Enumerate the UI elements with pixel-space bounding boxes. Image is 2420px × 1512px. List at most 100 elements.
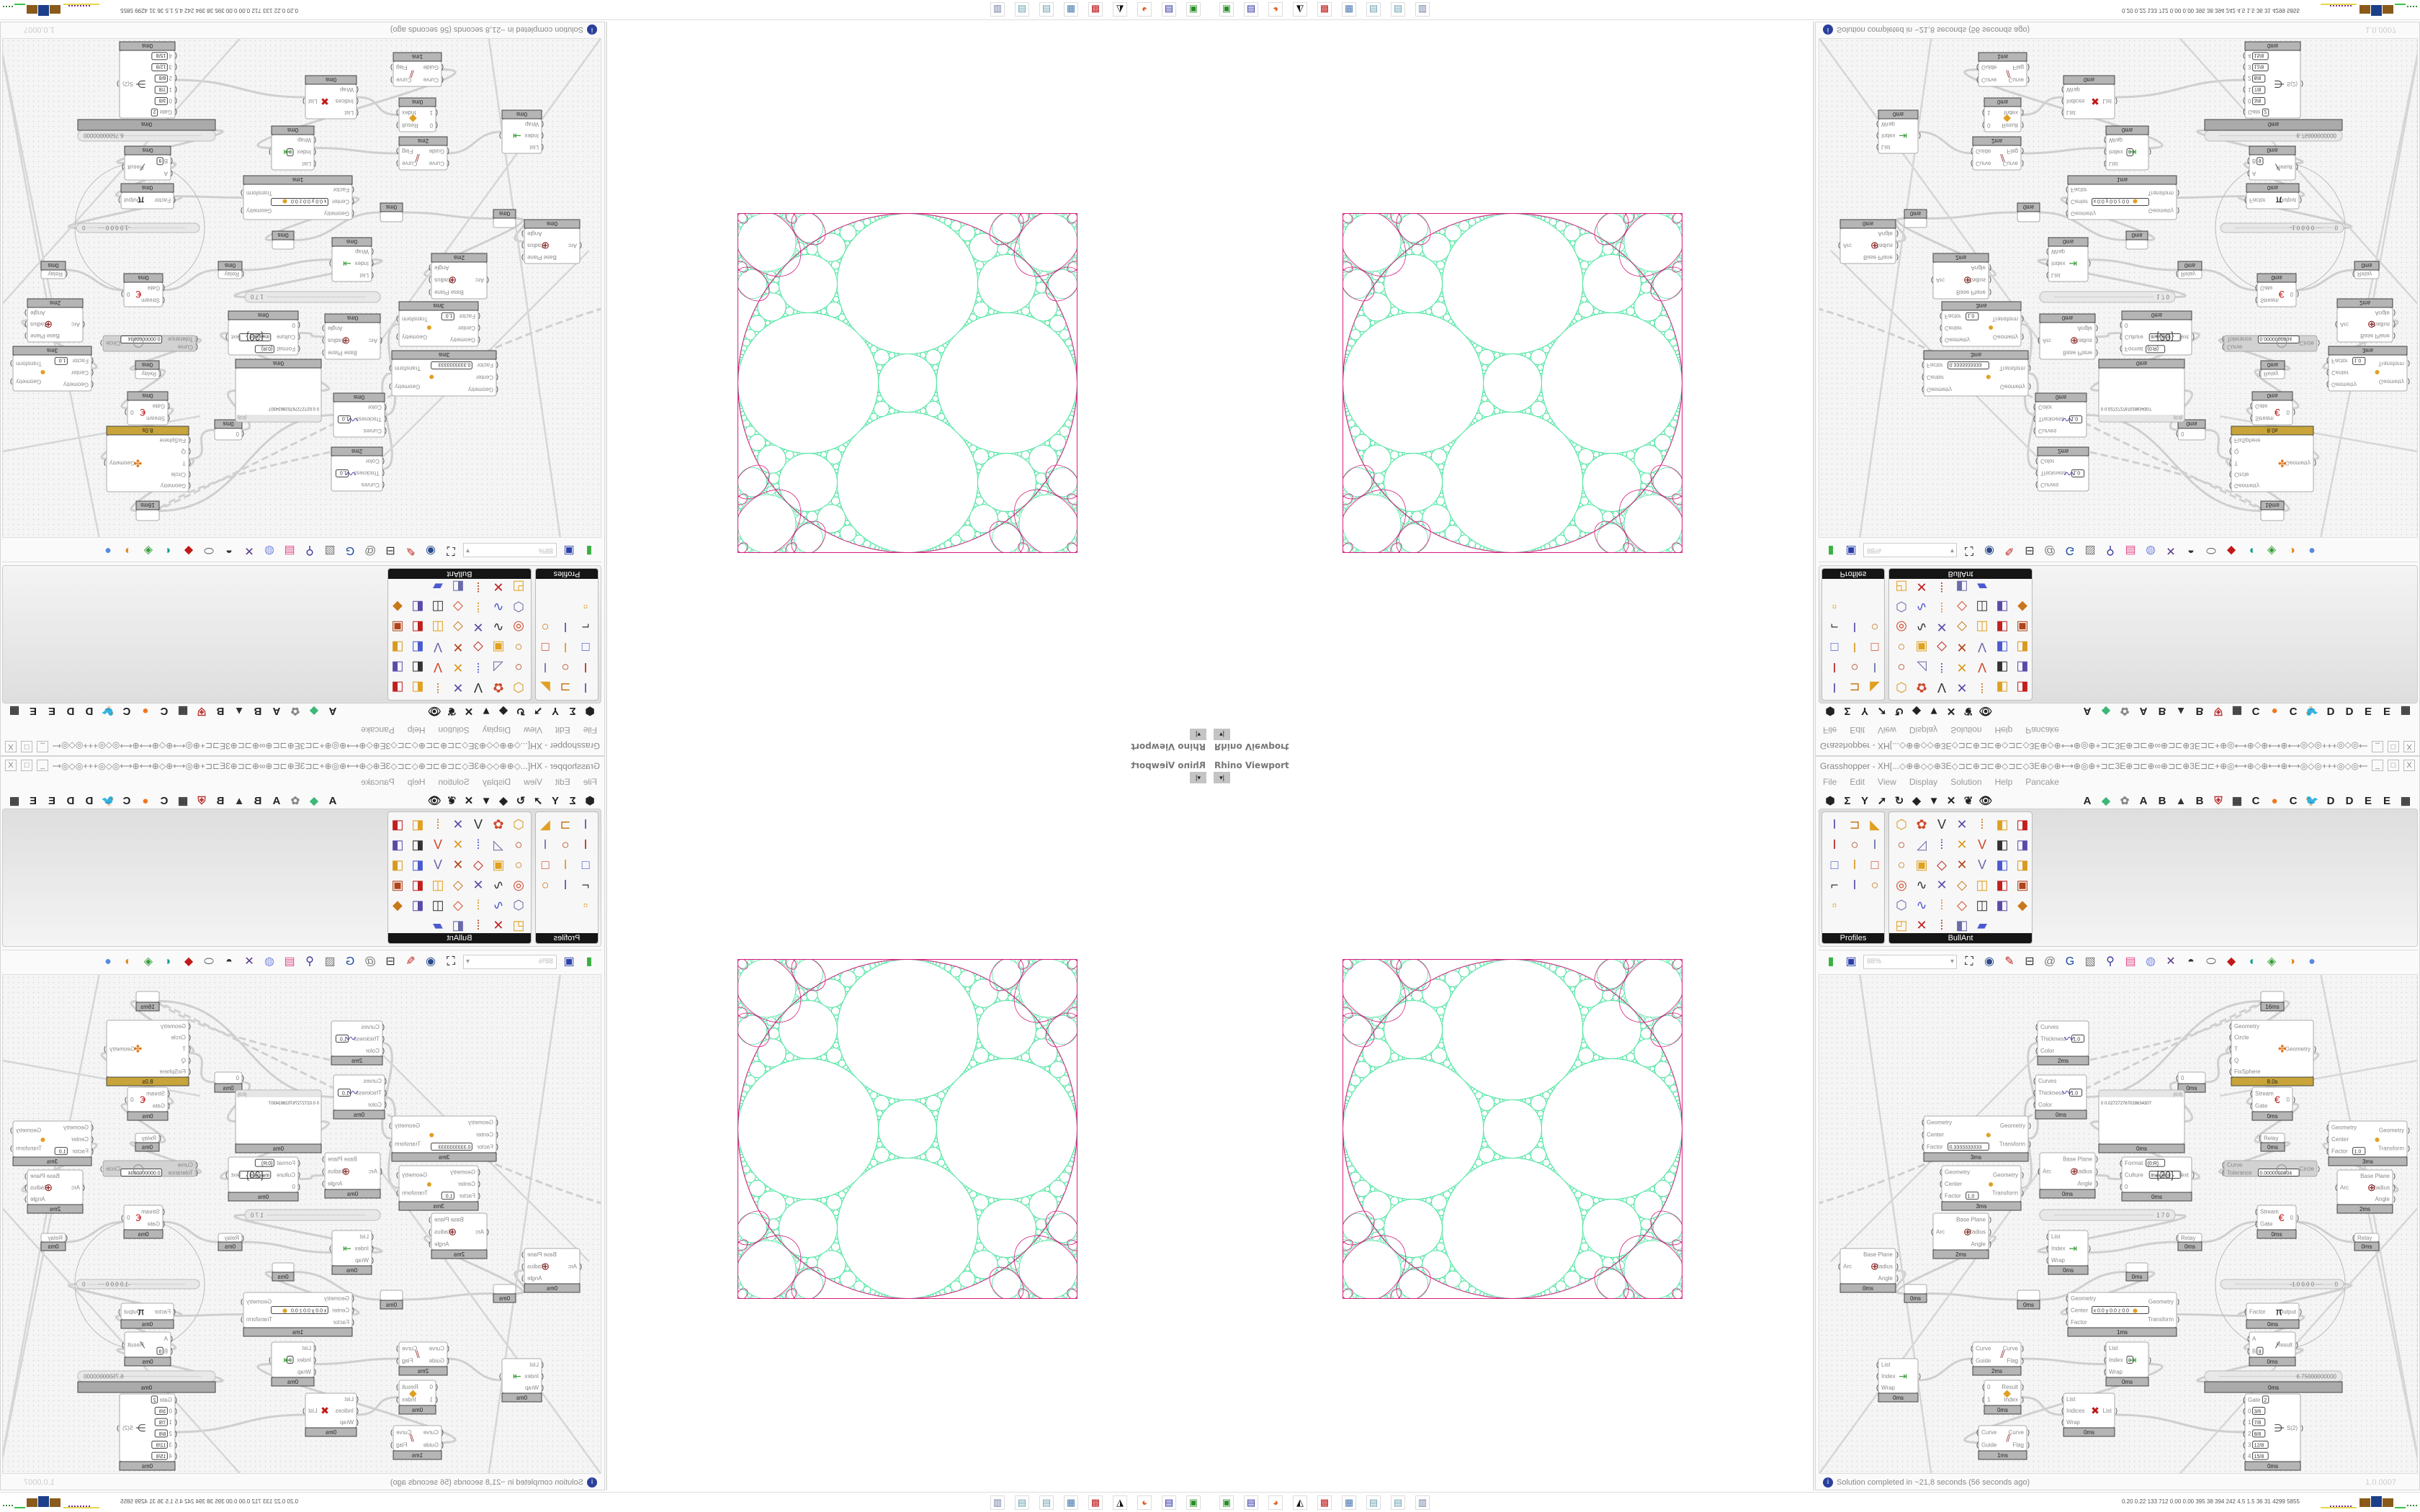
grasshopper-component[interactable]: 8.0s(Geometry(Circle(T(Q(FixSphereGeomet… (2229, 426, 2316, 492)
grasshopper-component[interactable]: 0ms(Relay (2259, 360, 2285, 379)
taskbar-app-save-64[interactable]: ▤ (1162, 1495, 1176, 1510)
category-icon[interactable]: ✿ (2120, 705, 2130, 717)
grasshopper-component[interactable]: 16ms (135, 991, 160, 1012)
taskbar-app-firefox[interactable]: ◕ (1268, 2, 1283, 17)
taskbar-app-calculator[interactable]: ▦ (1342, 1495, 1356, 1510)
component-icon[interactable]: ◧ (1996, 620, 2009, 634)
component-icon[interactable]: ▣ (492, 858, 505, 872)
taskbar-app-notepad-2[interactable]: ▤ (1015, 1495, 1029, 1510)
taskbar-app-save-64[interactable]: ▤ (1244, 1495, 1258, 1510)
component-icon[interactable]: ◆ (393, 600, 403, 614)
zoom-extents-icon[interactable]: ⛶ (1965, 955, 1973, 968)
component-icon[interactable]: ✕ (1956, 837, 1968, 852)
component-icon[interactable]: ∿ (493, 878, 504, 892)
component-icon[interactable]: ◧ (1955, 580, 1968, 594)
component-icon[interactable]: ◰ (1895, 918, 1908, 932)
component-icon[interactable]: V (434, 640, 443, 654)
component-icon[interactable]: ◿ (1917, 837, 1927, 852)
component-icon[interactable]: ○ (1897, 660, 1906, 675)
taskbar-app-red-app[interactable]: ▩ (1317, 1495, 1332, 1510)
category-icon[interactable]: C (122, 705, 131, 718)
component-icon[interactable]: ▰ (1977, 918, 1987, 932)
taskbar-app-inkscape[interactable]: ◭ (1293, 1495, 1307, 1510)
category-icon[interactable]: D (2326, 705, 2335, 718)
component-icon[interactable]: ◣ (540, 817, 550, 832)
category-icon[interactable]: ↻ (1894, 795, 1904, 807)
rhino-viewport[interactable]: Rhino Viewport ▾| (606, 756, 1210, 1490)
package-icon[interactable]: ▤ (284, 955, 295, 968)
grasshopper-component[interactable]: 0ms(List(Index(Wrap)⇥ (499, 109, 544, 154)
menu-display[interactable]: Display (1909, 777, 1938, 787)
component-icon[interactable]: ✕ (452, 858, 464, 872)
component-icon[interactable]: ✿ (1916, 817, 1927, 832)
component-icon[interactable]: ⌐ (1830, 878, 1839, 892)
maximize-button[interactable]: □ (21, 760, 32, 771)
menu-edit[interactable]: Edit (555, 725, 570, 735)
half-sphere-icon[interactable]: ◑ (2288, 955, 2295, 968)
category-icon[interactable]: A (328, 794, 337, 807)
gha-icon[interactable]: G (345, 544, 355, 557)
component-icon[interactable]: I (583, 680, 588, 695)
category-icon[interactable]: ▼ (480, 794, 492, 807)
viewport-menu-dropdown[interactable]: ▾| (1214, 729, 1230, 740)
component-icon[interactable]: ⁞ (1940, 580, 1944, 594)
category-icon[interactable]: A (272, 705, 281, 718)
category-icon[interactable]: ◆ (1912, 795, 1921, 807)
component-icon[interactable]: ▫ (1832, 898, 1837, 912)
component-icon[interactable]: ⁞ (1940, 600, 1944, 614)
grasshopper-component[interactable]: 0ms{0;0}0 0.027272767028634307 (2098, 359, 2185, 423)
wires-icon[interactable]: ✕ (2166, 544, 2176, 557)
component-icon[interactable]: □ (541, 640, 550, 654)
component-icon[interactable]: ◿ (493, 660, 503, 675)
ghost-icon[interactable]: ◓ (2187, 544, 2195, 557)
component-icon[interactable]: ○ (514, 660, 523, 675)
wires-icon[interactable]: ✕ (244, 544, 254, 557)
grasshopper-component[interactable]: 3ms(Geometry(Center(Factor1.0Geometry)Tr… (396, 301, 480, 347)
category-icon[interactable]: ▼ (1928, 794, 1940, 807)
category-icon[interactable]: B (216, 794, 225, 807)
sphere-icon[interactable]: ● (2308, 955, 2316, 968)
grasshopper-component[interactable]: 0ms (272, 1262, 295, 1282)
component-icon[interactable]: ◇ (1937, 640, 1947, 654)
component-icon[interactable]: I (583, 817, 588, 832)
sphere-icon[interactable]: ● (2308, 544, 2316, 557)
taskbar-app-inkscape[interactable]: ◭ (1113, 1495, 1127, 1510)
zoom-level-input[interactable]: 88% (1863, 543, 1957, 558)
category-icon[interactable]: ▲ (2175, 794, 2187, 807)
component-icon[interactable]: I (1832, 837, 1837, 852)
ghost-icon[interactable]: ◓ (225, 544, 233, 557)
component-icon[interactable]: ✕ (452, 837, 464, 852)
grasshopper-component[interactable]: 0ms(List(Index(Wrap)⇥ (1876, 1358, 1921, 1403)
category-icon[interactable]: ▦ (2231, 705, 2243, 717)
component-icon[interactable]: ◆ (393, 898, 403, 912)
panel-label[interactable]: Profiles (536, 569, 598, 579)
taskbar-app-printer[interactable]: ▥ (1415, 1495, 1430, 1510)
component-icon[interactable]: ◧ (1996, 858, 2009, 872)
save-icon[interactable]: ▣ (1845, 955, 1857, 968)
taskbar-app-notepad[interactable]: ▤ (1366, 2, 1381, 17)
category-icon[interactable]: ◆ (499, 795, 508, 807)
menu-view[interactable]: View (1878, 725, 1896, 735)
category-icon[interactable]: ⛨ (2214, 705, 2223, 718)
grasshopper-component[interactable]: 0ms(Relay (40, 1233, 68, 1251)
component-icon[interactable]: ▫ (1832, 600, 1837, 614)
grasshopper-component[interactable]: 0ms(Relay (2352, 1233, 2380, 1251)
grasshopper-component[interactable]: 3ms(Geometry(Center(Factor1.0Geometry)Tr… (10, 346, 94, 392)
component-icon[interactable]: V (434, 837, 443, 852)
category-icon[interactable]: 🐦 (101, 795, 115, 807)
grasshopper-component[interactable]: 0ms (272, 230, 295, 250)
